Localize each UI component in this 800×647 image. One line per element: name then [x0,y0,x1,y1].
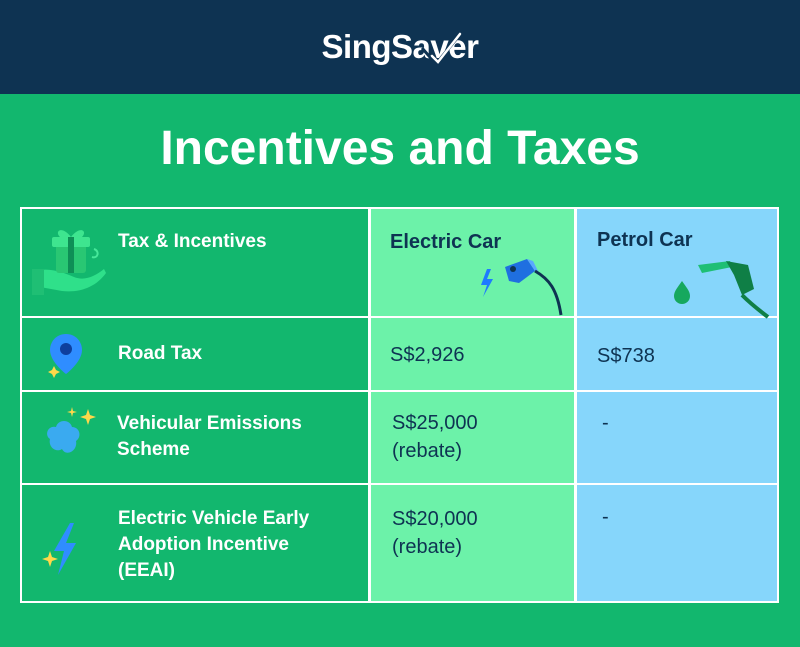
emissions-petrol-value: - [602,412,609,434]
row-divider [22,390,777,392]
ev-charger-icon [481,259,563,316]
fuel-nozzle-icon [674,261,770,319]
tax-incentives-header: Tax & Incentives [118,231,267,252]
row-divider [22,316,777,318]
cloud-sparkle-icon [47,407,96,453]
road-tax-label: Road Tax [118,343,203,364]
row-divider [22,483,777,485]
eeai-label: Electric Vehicle Early Adoption Incentiv… [118,508,310,581]
gift-hand-icon [32,230,106,295]
road-tax-petrol-value: S$738 [597,345,655,367]
electric-car-header: Electric Car [390,231,502,253]
brand-name: SingSaver [321,28,479,65]
map-pin-icon [48,334,82,378]
petrol-car-header: Petrol Car [597,229,693,251]
page-title: Incentives and Taxes [160,122,640,175]
column-divider [574,209,577,601]
eeai-electric-value: S$20,000 (rebate) [392,508,478,558]
lightning-icon [42,523,76,575]
check-icon [420,31,463,67]
emissions-scheme-label: Vehicular Emissions Scheme [117,413,302,460]
header-bar: SingSaver [0,0,800,94]
brand-logo[interactable]: SingSaver [0,0,800,94]
column-divider [368,209,371,601]
eeai-petrol-value: - [602,506,609,528]
comparison-table: Tax & Incentives Electric Car Petrol Car… [20,207,779,603]
road-tax-electric-value: S$2,926 [390,344,465,366]
tax-column [22,209,369,601]
emissions-electric-value: S$25,000 (rebate) [392,412,478,462]
